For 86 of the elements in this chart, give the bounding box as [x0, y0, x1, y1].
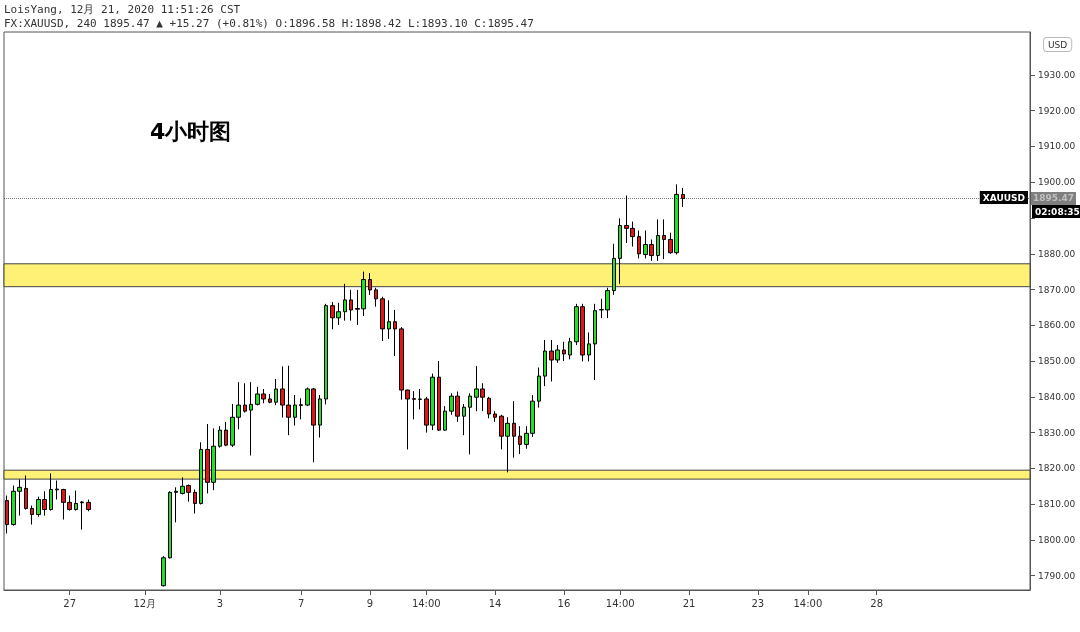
- candlestick: [24, 475, 28, 511]
- y-tick-label: 1910.00: [1038, 141, 1076, 152]
- candlestick: [656, 218, 660, 262]
- x-tick-label: 23: [751, 597, 765, 609]
- text: 4小时图: [150, 118, 232, 144]
- candlestick: [493, 410, 497, 423]
- candlestick: [199, 441, 203, 506]
- candlestick: [612, 243, 616, 296]
- candlestick: [243, 382, 247, 414]
- x-tick-label: 16: [557, 597, 571, 609]
- candlestick: [681, 187, 685, 208]
- candlestick: [543, 339, 547, 387]
- candlestick: [274, 378, 278, 406]
- candlestick: [299, 397, 303, 420]
- candlestick: [487, 396, 491, 419]
- candlestick: [55, 480, 59, 500]
- y-tick-label: 1790.00: [1038, 570, 1076, 581]
- x-tick-label: 27: [63, 597, 77, 609]
- candlestick: [512, 400, 516, 459]
- candlestick: [5, 495, 9, 534]
- candlestick: [80, 500, 84, 531]
- y-tick-label: 1880.00: [1038, 248, 1076, 259]
- y-tick-label: 1860.00: [1038, 320, 1076, 331]
- candlestick: [468, 392, 472, 455]
- x-tick-label: 7: [297, 597, 305, 609]
- candlestick: [593, 303, 597, 381]
- candlestick: [537, 367, 541, 409]
- y-tick-label: 1850.00: [1038, 356, 1076, 367]
- y-tick-label: 1830.00: [1038, 427, 1076, 438]
- candlestick: [268, 393, 272, 404]
- candlestick: [249, 381, 253, 457]
- candlestick: [49, 472, 53, 512]
- candlestick: [393, 309, 397, 357]
- candlestick: [193, 488, 197, 514]
- y-tick-label: 1840.00: [1038, 391, 1076, 402]
- candlestick: [86, 499, 91, 512]
- ref-line-label: 1895.47: [1033, 193, 1074, 204]
- y-tick-label: 1900.00: [1038, 177, 1076, 188]
- candlestick: [343, 283, 347, 322]
- y-tick-label: 1870.00: [1038, 284, 1076, 295]
- candlestick: [161, 555, 166, 587]
- text: USD: [1048, 39, 1068, 50]
- y-tick-label: 1930.00: [1038, 69, 1076, 80]
- candlestick: [318, 394, 322, 439]
- candlestick: [437, 360, 441, 432]
- candlestick: [349, 289, 353, 322]
- x-tick-label: 3: [216, 597, 224, 609]
- x-tick-label: 14:00: [605, 597, 635, 609]
- candlestick: [374, 287, 378, 308]
- candlestick: [218, 425, 222, 449]
- candlestick: [662, 218, 666, 260]
- candlestick: [587, 331, 591, 362]
- candlestick: [380, 296, 385, 342]
- y-tick-label: 1820.00: [1038, 463, 1076, 474]
- x-tick-label: 14:00: [793, 597, 823, 609]
- candlestick: [293, 394, 297, 426]
- x-tick-label: 9: [366, 597, 374, 609]
- candlestick: [518, 425, 522, 455]
- candlestick: [568, 337, 572, 360]
- x-tick-label: 21: [682, 597, 696, 609]
- y-tick-label: 1810.00: [1038, 499, 1076, 510]
- candlestick: [387, 299, 391, 340]
- y-tick-label: 1800.00: [1038, 534, 1076, 545]
- x-tick-label: 12月: [133, 597, 157, 609]
- text: 02:08:35: [1035, 206, 1080, 217]
- candlestick: [418, 388, 422, 410]
- x-tick-label: 28: [870, 597, 884, 609]
- candlestick: [30, 505, 34, 526]
- candlestick: [443, 405, 447, 432]
- candlestick: [224, 421, 228, 447]
- candlestick: [462, 403, 466, 436]
- text: FX:XAUUSD, 240 1895.47 ▲ +15.27 (+0.81%) O:1896.58 H:1898.42 L:1893.10 C:1895.47: [4, 17, 534, 30]
- candlestick: [168, 490, 172, 560]
- candlestick: [637, 230, 641, 259]
- text: LoisYang, 12月 21, 2020 11:51:26 CST: [4, 3, 241, 16]
- candlestick: [174, 486, 178, 523]
- candlestick: [74, 490, 78, 512]
- candlestick: [562, 341, 566, 362]
- candlestick: [618, 217, 622, 285]
- x-tick-label: 14: [488, 597, 502, 609]
- annotation: XAUUSD: [982, 192, 1026, 203]
- candlestick: [412, 390, 416, 420]
- candlestick: [368, 272, 372, 296]
- y-tick-label: 1920.00: [1038, 105, 1076, 116]
- x-tick-label: 14:00: [411, 597, 441, 609]
- candlestick: [324, 303, 328, 405]
